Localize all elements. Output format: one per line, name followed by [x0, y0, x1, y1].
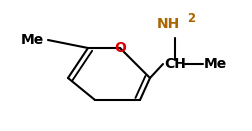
Text: CH: CH	[163, 57, 185, 71]
Text: O: O	[114, 41, 125, 55]
Text: Me: Me	[20, 33, 43, 47]
Text: NH: NH	[156, 17, 179, 31]
Text: 2: 2	[186, 12, 194, 24]
Text: Me: Me	[203, 57, 226, 71]
